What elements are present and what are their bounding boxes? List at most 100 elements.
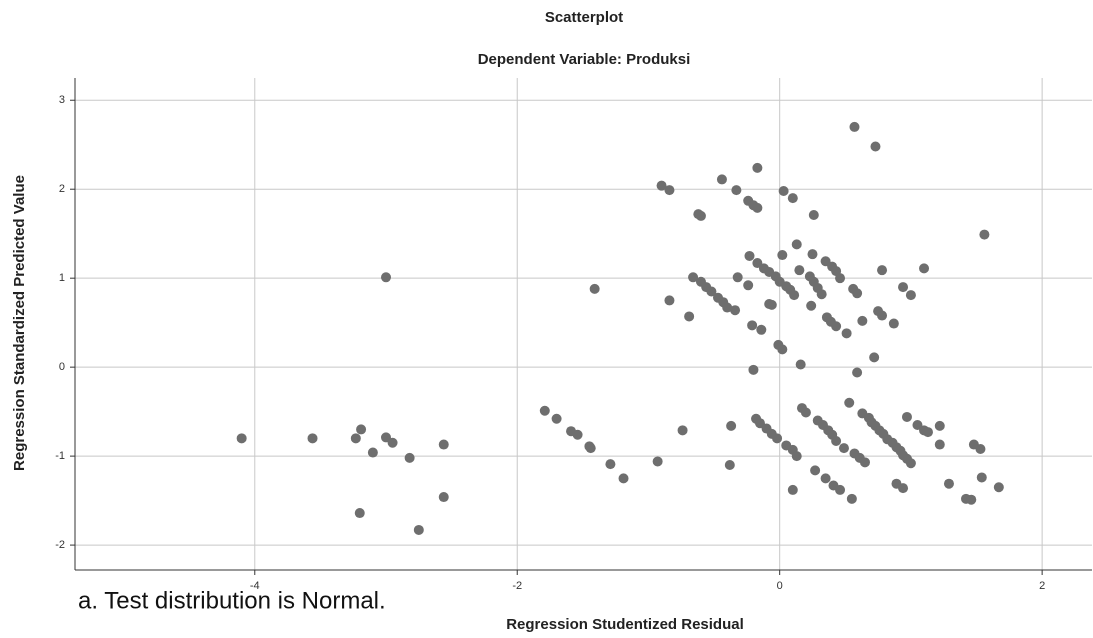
- point: [922, 427, 933, 438]
- point: [810, 465, 821, 476]
- y-tick-label: 2: [59, 183, 65, 195]
- point: [901, 411, 912, 422]
- point: [589, 283, 600, 294]
- point: [966, 494, 977, 505]
- point: [877, 265, 888, 276]
- point: [413, 524, 424, 535]
- y-tick-label: 1: [59, 272, 65, 284]
- point: [789, 290, 800, 301]
- point: [877, 310, 888, 321]
- point: [846, 493, 857, 504]
- point: [835, 273, 846, 284]
- point: [993, 482, 1004, 493]
- point: [748, 364, 759, 375]
- point: [438, 439, 449, 450]
- point: [722, 302, 733, 313]
- point: [898, 282, 909, 293]
- point: [551, 413, 562, 424]
- point: [816, 289, 827, 300]
- point: [356, 424, 367, 435]
- point: [934, 439, 945, 450]
- point: [838, 443, 849, 454]
- point: [831, 321, 842, 332]
- point: [539, 405, 550, 416]
- point: [777, 344, 788, 355]
- point: [381, 272, 392, 283]
- point: [236, 433, 247, 444]
- point: [706, 286, 717, 297]
- chart-subtitle: Dependent Variable: Produksi: [478, 51, 691, 68]
- point: [618, 473, 629, 484]
- point: [806, 300, 817, 311]
- y-tick-label: -2: [55, 539, 65, 551]
- point: [664, 295, 675, 306]
- point: [354, 508, 365, 519]
- point: [752, 162, 763, 173]
- point: [350, 433, 361, 444]
- annotation: a. Test distribution is Normal.: [78, 587, 386, 614]
- point: [605, 459, 616, 470]
- point: [835, 484, 846, 495]
- point: [747, 320, 758, 331]
- point: [820, 473, 831, 484]
- point: [849, 121, 860, 132]
- point: [898, 483, 909, 494]
- point: [857, 315, 868, 326]
- point: [976, 472, 987, 483]
- point: [787, 484, 798, 495]
- point: [979, 229, 990, 240]
- point: [404, 452, 415, 463]
- point: [732, 272, 743, 283]
- point: [731, 185, 742, 196]
- point: [905, 290, 916, 301]
- point: [726, 420, 737, 431]
- point: [772, 433, 783, 444]
- point: [869, 352, 880, 363]
- point: [794, 265, 805, 276]
- point: [572, 429, 583, 440]
- point: [684, 311, 695, 322]
- x-tick-label: -2: [512, 580, 522, 592]
- y-tick-label: -1: [55, 450, 65, 462]
- point: [795, 359, 806, 370]
- chart-title: Scatterplot: [545, 9, 623, 26]
- y-tick-label: 0: [59, 361, 65, 373]
- point: [934, 420, 945, 431]
- point: [791, 451, 802, 462]
- point: [800, 407, 811, 418]
- point: [852, 288, 863, 299]
- x-axis-label: Regression Studentized Residual: [506, 616, 744, 633]
- point: [975, 444, 986, 455]
- point: [852, 367, 863, 378]
- point: [695, 210, 706, 221]
- point: [841, 328, 852, 339]
- point: [724, 460, 735, 471]
- point: [387, 437, 398, 448]
- point: [844, 397, 855, 408]
- point: [807, 249, 818, 260]
- point: [656, 180, 667, 191]
- point: [585, 443, 596, 454]
- point: [766, 299, 777, 310]
- point: [791, 239, 802, 250]
- point: [870, 141, 881, 152]
- x-tick-label: -4: [250, 580, 260, 592]
- point: [688, 272, 699, 283]
- point: [307, 433, 318, 444]
- point: [752, 202, 763, 213]
- point: [367, 447, 378, 458]
- y-tick-label: 3: [59, 94, 65, 106]
- point: [778, 185, 789, 196]
- point: [919, 263, 930, 274]
- x-tick-label: 0: [777, 580, 783, 592]
- point: [831, 435, 842, 446]
- point: [859, 457, 870, 468]
- point: [652, 456, 663, 467]
- point: [744, 250, 755, 261]
- point: [664, 185, 675, 196]
- point: [716, 174, 727, 185]
- point: [730, 305, 741, 316]
- point: [677, 425, 688, 436]
- point: [756, 324, 767, 335]
